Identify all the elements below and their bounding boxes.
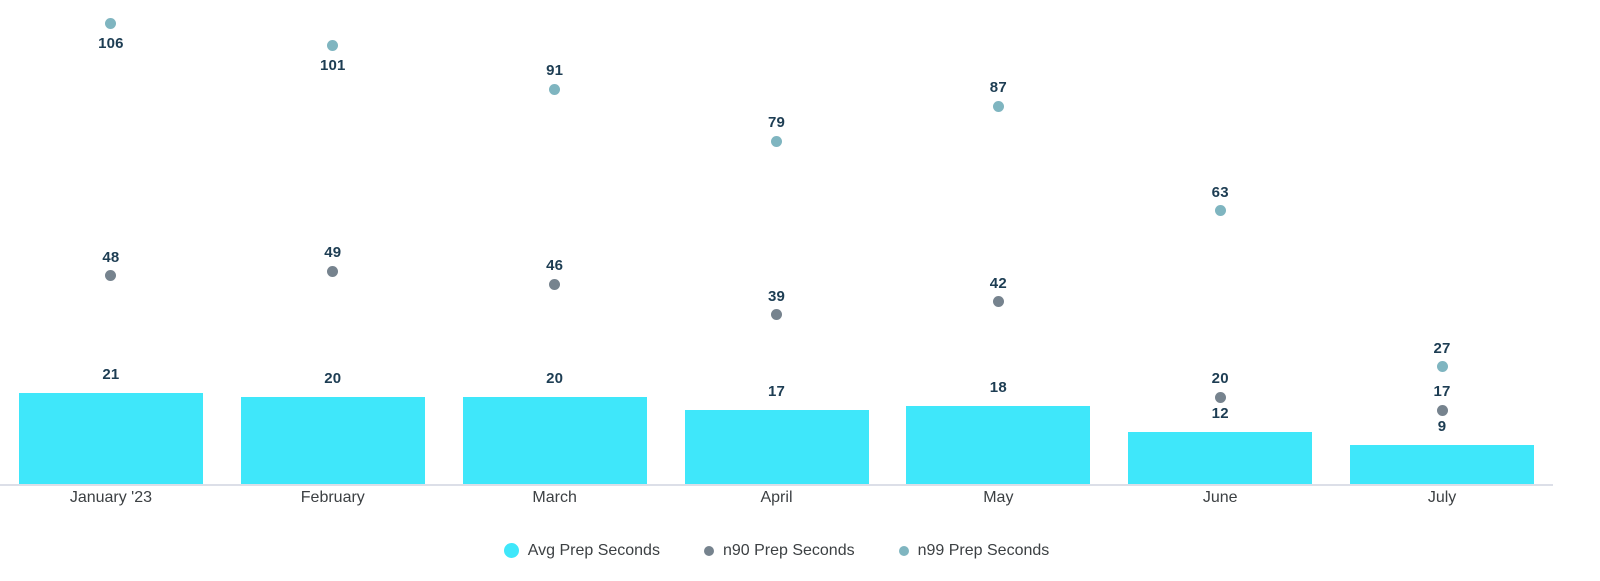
n99-dot[interactable] (771, 135, 782, 147)
n99-dot[interactable] (1214, 205, 1226, 217)
legend-label: n99 Prep Seconds (917, 542, 1050, 559)
legend-item-avg-prep-seconds[interactable]: Avg Prep Seconds (503, 541, 660, 560)
x-axis-label: January '23 (69, 489, 153, 506)
n90-dot[interactable] (549, 278, 561, 290)
avg-prep-seconds-bar[interactable] (462, 397, 647, 484)
bar-value-label: 9 (1437, 417, 1447, 435)
n99-value-label: 79 (767, 114, 786, 132)
x-axis-label: March (532, 489, 577, 506)
n99-dot[interactable] (105, 18, 117, 30)
avg-prep-seconds-swatch-icon (503, 543, 519, 558)
avg-prep-seconds-bar[interactable] (1350, 444, 1535, 484)
n90-dot[interactable] (1214, 391, 1226, 403)
n90-value-label: 20 (1211, 370, 1229, 388)
bar-value-label: 17 (767, 383, 786, 401)
n99-dot[interactable] (992, 100, 1004, 112)
x-axis-label: May (983, 489, 1014, 506)
n99-value-label: 87 (989, 79, 1007, 97)
avg-prep-seconds-bar[interactable] (1128, 431, 1313, 484)
legend: Avg Prep Seconds n90 Prep Seconds n99 Pr… (0, 541, 1553, 560)
n90-value-label: 42 (989, 274, 1007, 292)
n99-value-label: 27 (1433, 339, 1451, 357)
avg-prep-seconds-bar[interactable] (684, 410, 869, 484)
x-axis-label: April (760, 489, 793, 506)
x-axis: January '23 February March April May June July (0, 488, 1553, 508)
plot-area: 21 48 106 20 49 101 20 46 91 17 39 79 18 42 87 12 20 63 9 1… (18, 18, 1535, 484)
x-axis-label: July (1427, 489, 1457, 506)
legend-label: Avg Prep Seconds (527, 542, 660, 559)
n90-dot[interactable] (1436, 404, 1448, 416)
bar-value-label: 12 (1211, 404, 1229, 422)
n90-dot[interactable] (992, 296, 1004, 308)
bar-value-label: 20 (546, 370, 564, 388)
n90-dot[interactable] (327, 265, 339, 277)
n90-value-label: 46 (546, 257, 564, 275)
n90-value-label: 49 (324, 244, 342, 262)
n99-dot[interactable] (549, 83, 561, 95)
x-axis-label: February (300, 489, 365, 506)
legend-label: n90 Prep Seconds (722, 542, 855, 559)
n99-prep-seconds-swatch-icon (898, 545, 909, 556)
n90-prep-seconds-swatch-icon (703, 545, 714, 556)
x-axis-line (0, 484, 1553, 486)
n99-dot[interactable] (1436, 361, 1448, 373)
n90-dot[interactable] (105, 270, 117, 282)
bar-value-label: 20 (324, 370, 342, 388)
bar-value-label: 21 (102, 365, 120, 383)
bar-value-label: 18 (989, 378, 1007, 396)
n90-dot[interactable] (771, 309, 782, 321)
n99-dot[interactable] (327, 40, 339, 52)
avg-prep-seconds-bar[interactable] (240, 397, 425, 484)
n90-value-label: 17 (1433, 383, 1451, 401)
n99-value-label: 101 (319, 56, 346, 74)
n99-value-label: 91 (546, 62, 564, 80)
n90-value-label: 48 (102, 248, 120, 266)
legend-item-n99-prep-seconds[interactable]: n99 Prep Seconds (898, 541, 1050, 560)
n99-value-label: 63 (1211, 183, 1229, 201)
avg-prep-seconds-bar[interactable] (18, 392, 203, 484)
n99-value-label: 106 (98, 34, 124, 52)
avg-prep-seconds-bar[interactable] (906, 405, 1091, 484)
legend-item-n90-prep-seconds[interactable]: n90 Prep Seconds (703, 541, 855, 560)
x-axis-label: June (1202, 489, 1238, 506)
n90-value-label: 39 (767, 287, 786, 305)
